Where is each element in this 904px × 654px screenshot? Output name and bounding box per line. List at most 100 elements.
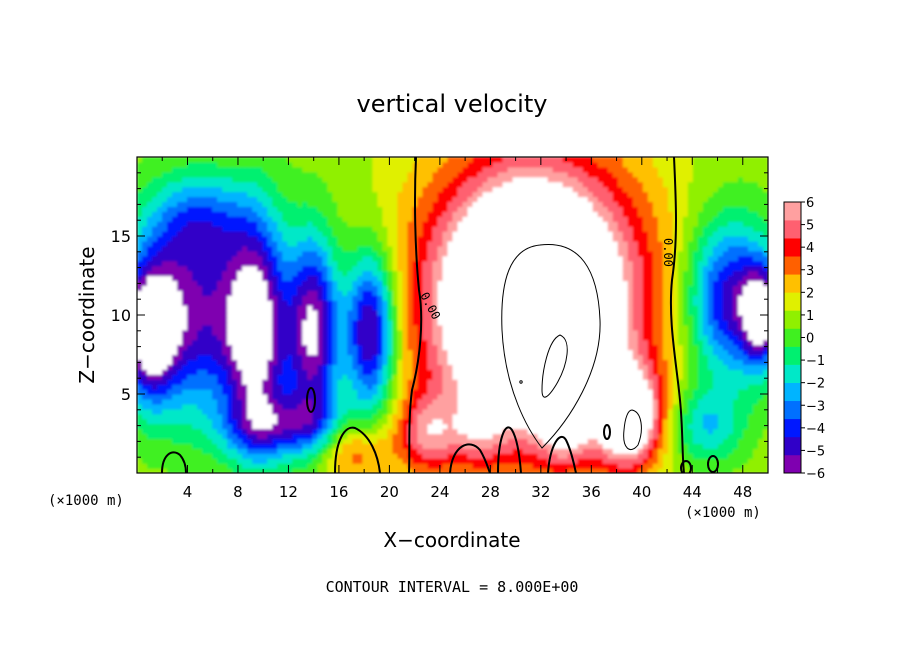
heatmap-cell	[367, 324, 373, 331]
heatmap-cell	[257, 448, 263, 454]
heatmap-cell	[322, 221, 328, 227]
heatmap-cell	[282, 418, 288, 425]
heatmap-cell	[342, 186, 348, 193]
heatmap-cell	[262, 216, 268, 222]
heatmap-cell	[267, 354, 273, 361]
heatmap-cell	[167, 280, 173, 286]
heatmap-cell	[197, 458, 203, 464]
heatmap-cell	[272, 196, 278, 203]
heatmap-cell	[267, 280, 273, 286]
heatmap-cell	[227, 374, 233, 380]
heatmap-cell	[342, 398, 348, 405]
heatmap-cell	[367, 428, 373, 435]
heatmap-cell	[227, 260, 233, 267]
heatmap-cell	[357, 211, 363, 217]
heatmap-cell	[307, 468, 313, 473]
heatmap-cell	[517, 354, 524, 361]
heatmap-cell	[212, 339, 218, 346]
heatmap-cell	[207, 295, 213, 301]
heatmap-cell	[327, 413, 333, 420]
heatmap-cell	[432, 250, 439, 257]
heatmap-cell	[407, 329, 414, 336]
heatmap-cell	[497, 418, 504, 425]
heatmap-cell	[247, 403, 253, 410]
heatmap-cell	[237, 255, 243, 262]
heatmap-cell	[467, 305, 474, 311]
heatmap-cell	[352, 443, 358, 449]
heatmap-cell	[492, 463, 499, 469]
heatmap-cell	[452, 211, 459, 217]
heatmap-cell	[442, 206, 449, 212]
heatmap-cell	[162, 329, 168, 336]
heatmap-cell	[312, 339, 318, 346]
heatmap-cell	[492, 408, 499, 415]
heatmap-cell	[187, 265, 193, 272]
heatmap-cell	[442, 196, 449, 203]
heatmap-cell	[167, 166, 173, 173]
heatmap-cell	[522, 201, 529, 207]
heatmap-cell	[292, 423, 298, 430]
heatmap-cell	[457, 171, 464, 178]
heatmap-cell	[177, 157, 183, 163]
heatmap-cell	[342, 171, 348, 178]
heatmap-cell	[432, 206, 439, 212]
heatmap-cell	[462, 300, 469, 306]
heatmap-cell	[187, 206, 193, 212]
heatmap-cell	[517, 176, 524, 183]
heatmap-cell	[342, 443, 348, 449]
heatmap-cell	[517, 285, 524, 291]
heatmap-cell	[502, 319, 509, 326]
heatmap-cell	[372, 413, 378, 420]
heatmap-cell	[377, 428, 383, 435]
heatmap-cell	[357, 344, 363, 351]
heatmap-cell	[417, 171, 424, 178]
heatmap-cell	[312, 250, 318, 257]
heatmap-cell	[297, 305, 303, 311]
heatmap-cell	[212, 280, 218, 286]
heatmap-cell	[297, 418, 303, 425]
heatmap-cell	[262, 394, 268, 400]
heatmap-cell	[162, 295, 168, 301]
heatmap-cell	[252, 196, 258, 203]
heatmap-cell	[322, 403, 328, 410]
heatmap-cell	[487, 389, 494, 395]
heatmap-cell	[402, 369, 409, 375]
heatmap-cell	[292, 384, 298, 390]
heatmap-cell	[457, 201, 464, 207]
heatmap-cell	[267, 364, 273, 370]
heatmap-cell	[372, 285, 378, 291]
heatmap-cell	[467, 191, 474, 198]
heatmap-cell	[442, 275, 449, 282]
heatmap-cell	[387, 453, 394, 459]
heatmap-cell	[397, 166, 404, 173]
heatmap-cell	[402, 186, 409, 193]
heatmap-cell	[497, 379, 504, 385]
heatmap-cell	[417, 413, 424, 420]
heatmap-cell	[257, 463, 263, 469]
heatmap-cell	[492, 186, 499, 193]
heatmap-cell	[317, 300, 323, 306]
heatmap-cell	[167, 458, 173, 464]
heatmap-cell	[487, 295, 494, 301]
heatmap-cell	[432, 226, 439, 232]
heatmap-cell	[277, 389, 283, 395]
heatmap-cell	[317, 379, 323, 385]
heatmap-cell	[322, 453, 328, 459]
heatmap-cell	[492, 236, 499, 242]
heatmap-cell	[352, 171, 358, 178]
heatmap-cell	[252, 211, 258, 217]
heatmap-cell	[222, 423, 228, 430]
heatmap-cell	[242, 240, 248, 247]
heatmap-cell	[337, 157, 343, 163]
heatmap-cell	[157, 413, 163, 420]
heatmap-cell	[502, 354, 509, 361]
heatmap-cell	[227, 171, 233, 178]
heatmap-cell	[327, 433, 333, 440]
heatmap-cell	[367, 463, 373, 469]
heatmap-cell	[322, 463, 328, 469]
heatmap-cell	[207, 359, 213, 365]
heatmap-cell	[297, 428, 303, 435]
heatmap-cell	[452, 255, 459, 262]
heatmap-cell	[182, 191, 188, 198]
